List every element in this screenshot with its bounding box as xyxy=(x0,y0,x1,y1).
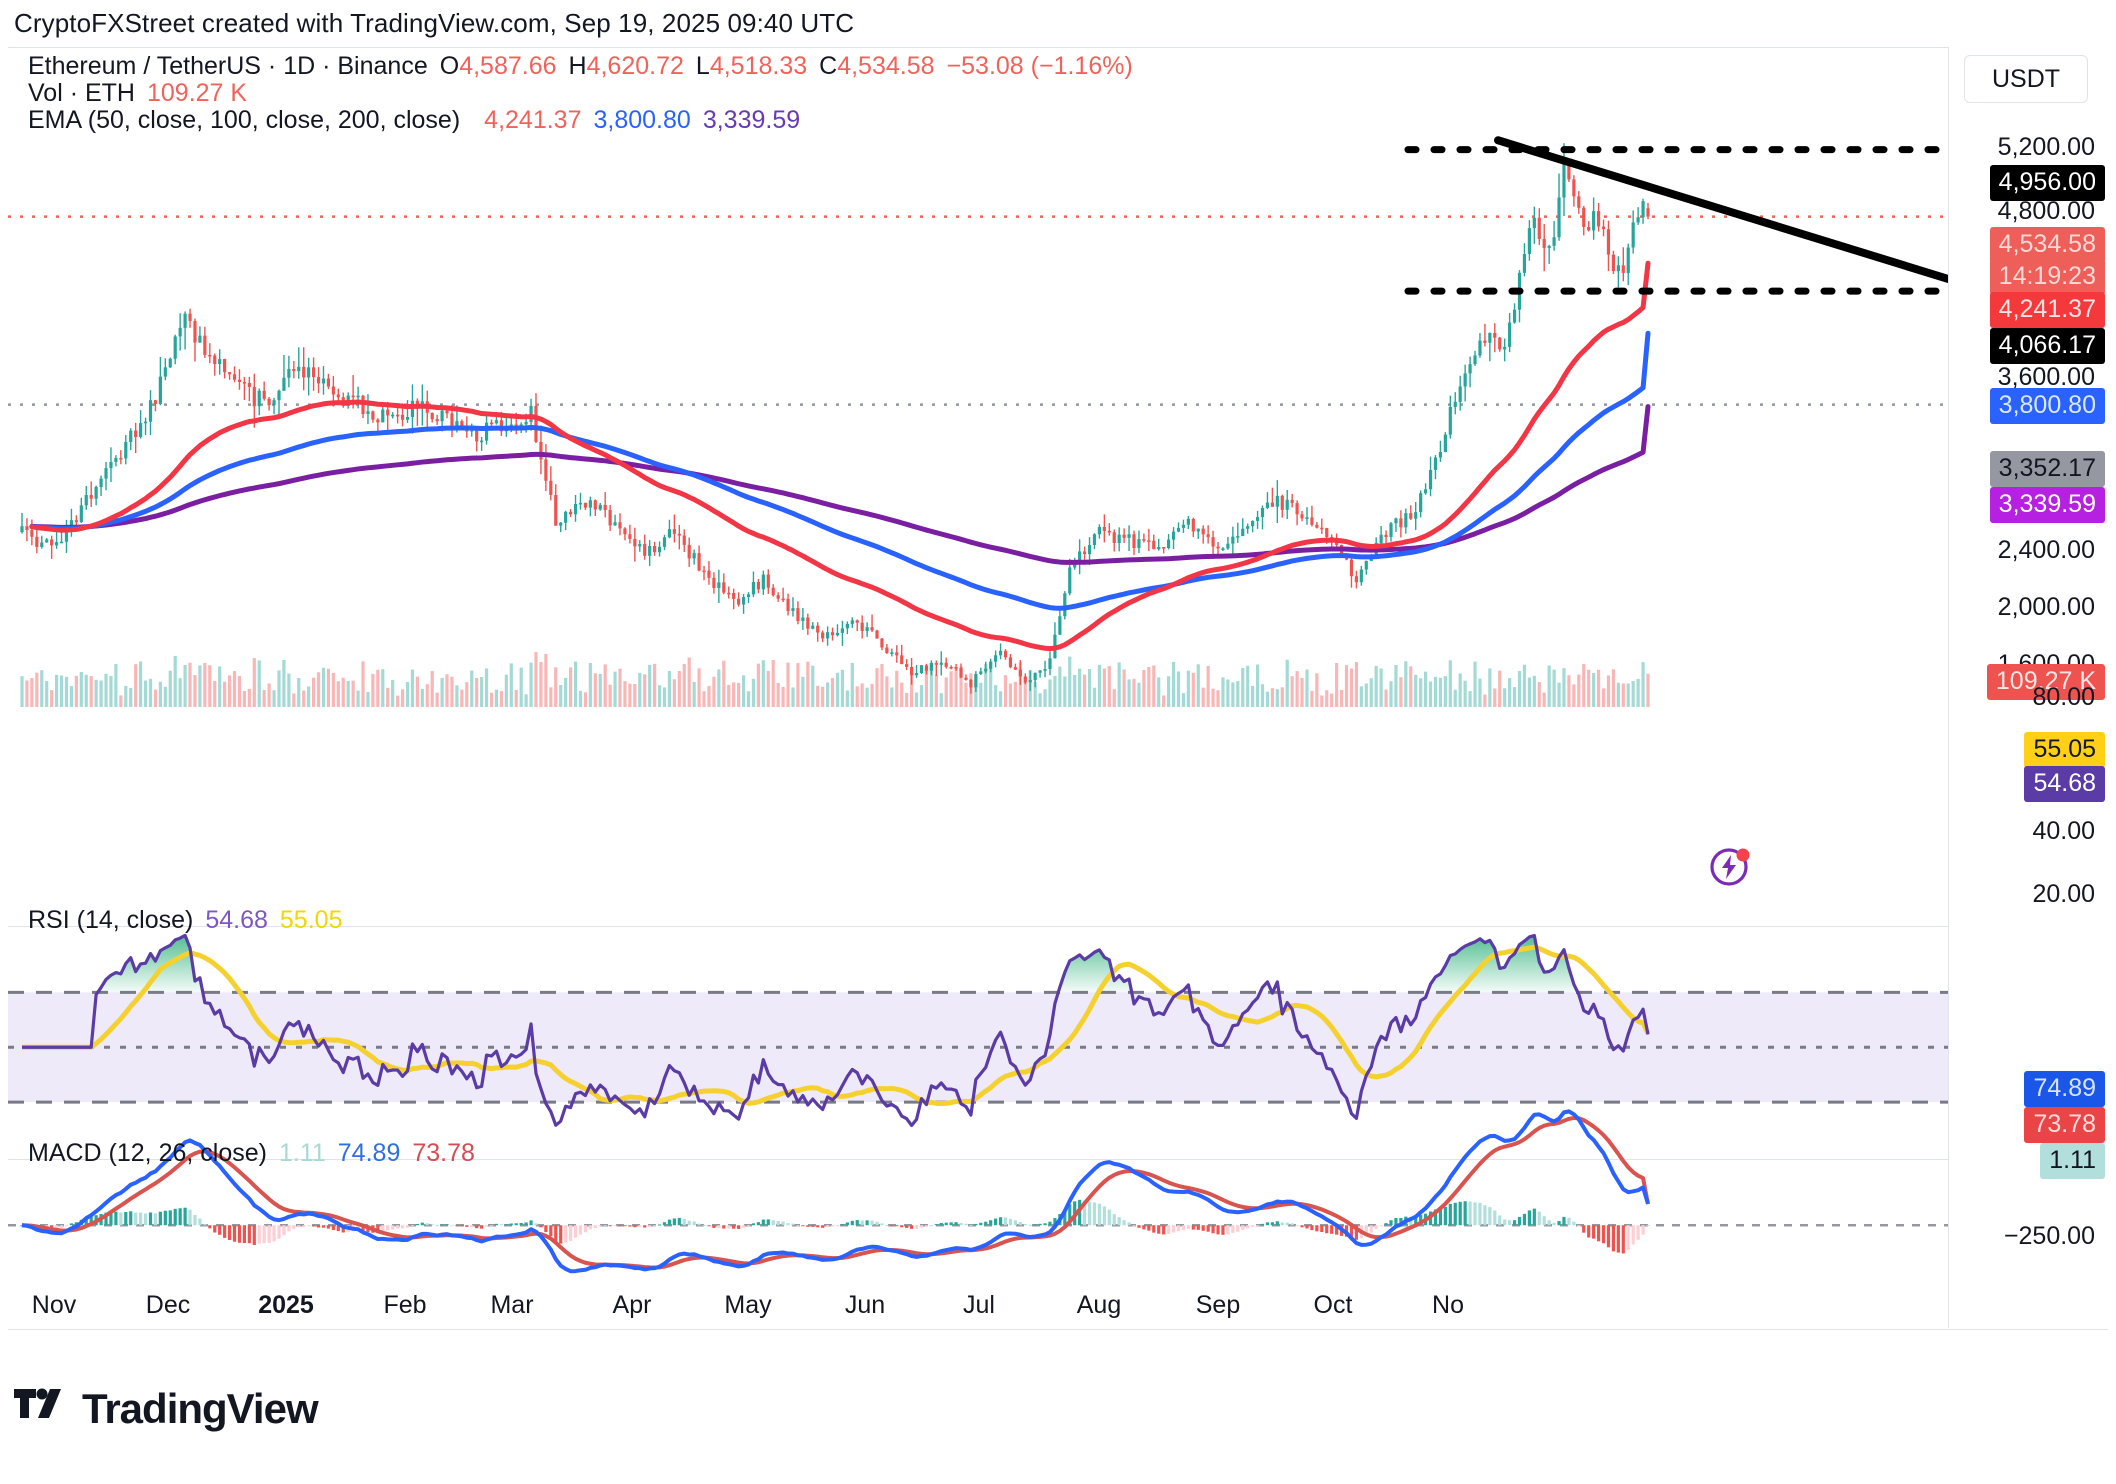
time-axis-label-sep: Sep xyxy=(1195,1291,1241,1319)
ema200-price-badge[interactable]: 3,339.59 xyxy=(1989,487,2105,523)
time-axis-label-apr: Apr xyxy=(612,1291,652,1319)
ema-legend[interactable]: EMA (50, close, 100, close, 200, close) 4… xyxy=(28,103,800,137)
volume-legend-title: Vol · ETH xyxy=(28,79,135,107)
lightning-bolt-icon[interactable] xyxy=(1709,843,1753,887)
symbol-legend[interactable]: Ethereum / TetherUS · 1D · Binance O4,587… xyxy=(28,49,1133,83)
ema100-legend-value: 3,800.80 xyxy=(593,106,691,134)
price-tick-3600: 3,600.00 xyxy=(1997,363,2095,391)
ohlc-low-label: L xyxy=(695,52,710,80)
time-axis-label-oct: Oct xyxy=(1313,1291,1353,1319)
rsi-tick-80: 80.00 xyxy=(2032,683,2095,711)
currency-label: USDT xyxy=(1964,55,2088,103)
volume-value-badge[interactable]: 109.27 K xyxy=(1986,664,2105,700)
pane-separator-macd xyxy=(8,1159,2108,1160)
rsi-ma-badge[interactable]: 55.05 xyxy=(2024,732,2105,768)
ohlc-high-value: 4,620.72 xyxy=(586,52,684,80)
last-price-badge[interactable]: 4,534.58 xyxy=(1989,227,2105,263)
ohlc-close-value: 4,534.58 xyxy=(837,52,935,80)
ema50-price-badge[interactable]: 4,241.37 xyxy=(1989,292,2105,328)
chart-plot-area[interactable] xyxy=(8,47,1948,1328)
time-axis-label-nov: Nov xyxy=(31,1291,77,1319)
macd-legend[interactable]: MACD (12, 26, close) 1.11 74.89 73.78 xyxy=(28,1136,475,1170)
chart-canvas xyxy=(8,136,1948,1274)
ohlc-change-value: −53.08 (−1.16%) xyxy=(946,52,1133,80)
macd-line-legend-value: 74.89 xyxy=(337,1139,401,1167)
volume-bars xyxy=(20,652,1650,707)
macd-line-badge[interactable]: 74.89 xyxy=(2024,1071,2105,1107)
time-axis-label-feb: Feb xyxy=(383,1291,427,1319)
macd-histogram xyxy=(20,1199,1650,1254)
rsi-tick-20: 20.00 xyxy=(2032,880,2095,908)
descending-trendline xyxy=(1494,136,1948,283)
footer-brand: TradingView xyxy=(14,1385,319,1433)
time-axis-label-aug: Aug xyxy=(1076,1291,1122,1319)
macd-histogram-badge[interactable]: 1.11 xyxy=(2040,1143,2105,1179)
ema200-line xyxy=(29,404,1651,565)
macd-legend-title: MACD (12, 26, close) xyxy=(28,1139,267,1167)
ohlc-close-label: C xyxy=(819,52,838,80)
time-axis-label-jul: Jul xyxy=(963,1291,995,1319)
chart-frame xyxy=(8,47,2108,1330)
rsi-overbought-fill xyxy=(101,935,1579,993)
macd-signal-legend-value: 73.78 xyxy=(412,1139,475,1167)
price-tick-2400: 2,400.00 xyxy=(1997,536,2095,564)
ohlc-open-label: O xyxy=(439,52,460,80)
candlesticks xyxy=(20,143,1650,694)
resistance-level-badge[interactable]: 4,956.00 xyxy=(1989,165,2105,201)
support-level-badge[interactable]: 4,066.17 xyxy=(1989,328,2105,364)
symbol-legend-title: Ethereum / TetherUS · 1D · Binance xyxy=(28,52,428,80)
tradingview-wordmark: TradingView xyxy=(82,1385,319,1432)
time-axis-label-dec: Dec xyxy=(145,1291,191,1319)
macd-signal-badge[interactable]: 73.78 xyxy=(2024,1107,2105,1143)
rsi-legend-title: RSI (14, close) xyxy=(28,906,194,934)
volume-legend-value: 109.27 K xyxy=(146,79,248,107)
page-title: CryptoFXStreet created with TradingView.… xyxy=(14,8,855,38)
ema50-line xyxy=(29,260,1651,652)
time-axis-label-may: May xyxy=(724,1291,772,1319)
ema200-legend-value: 3,339.59 xyxy=(702,106,801,134)
time-axis-label-no: No xyxy=(1432,1291,1464,1319)
time-axis-label-2025: 2025 xyxy=(258,1291,314,1319)
price-axis[interactable]: USDT 5,200.00 4,800.00 3,600.00 2,800.00… xyxy=(1948,47,2109,1328)
rsi-legend-value: 54.68 xyxy=(205,906,268,934)
ohlc-low-value: 4,518.33 xyxy=(709,52,808,80)
rsi-ma-legend-value: 55.05 xyxy=(279,906,343,934)
tradingview-logo-icon xyxy=(14,1387,66,1431)
macd-tick-neg250: −250.00 xyxy=(2003,1222,2095,1250)
rsi-tick-40: 40.00 xyxy=(2032,817,2095,845)
rsi-value-badge[interactable]: 54.68 xyxy=(2024,766,2105,802)
rsi-legend[interactable]: RSI (14, close) 54.68 55.05 xyxy=(28,903,342,937)
price-tick-4800: 4,800.00 xyxy=(1997,197,2095,225)
bar-countdown-badge[interactable]: 14:19:23 xyxy=(1989,259,2105,295)
ema100-line xyxy=(29,330,1651,611)
time-axis[interactable]: Nov Dec 2025 Feb Mar Apr May Jun Jul Aug Sep Oct No xyxy=(8,1281,2108,1328)
ema100-price-badge[interactable]: 3,800.80 xyxy=(1989,388,2105,424)
ohlc-open-value: 4,587.66 xyxy=(459,52,557,80)
ema-legend-title: EMA (50, close, 100, close, 200, close) xyxy=(28,106,461,134)
macd-line xyxy=(21,1109,1650,1274)
price-tick-5200: 5,200.00 xyxy=(1997,133,2095,161)
time-axis-label-jun: Jun xyxy=(844,1291,886,1319)
ohlc-high-label: H xyxy=(568,52,587,80)
rsi-line xyxy=(22,933,1650,1128)
pane-separator-rsi xyxy=(8,926,2108,927)
macd-hist-legend-value: 1.11 xyxy=(278,1139,326,1167)
ema50-legend-value: 4,241.37 xyxy=(484,106,582,134)
price-tick-2000: 2,000.00 xyxy=(1997,593,2095,621)
volume-legend[interactable]: Vol · ETH 109.27 K xyxy=(28,76,247,110)
time-axis-label-mar: Mar xyxy=(490,1291,534,1319)
grey-level-badge[interactable]: 3,352.17 xyxy=(1989,451,2105,487)
